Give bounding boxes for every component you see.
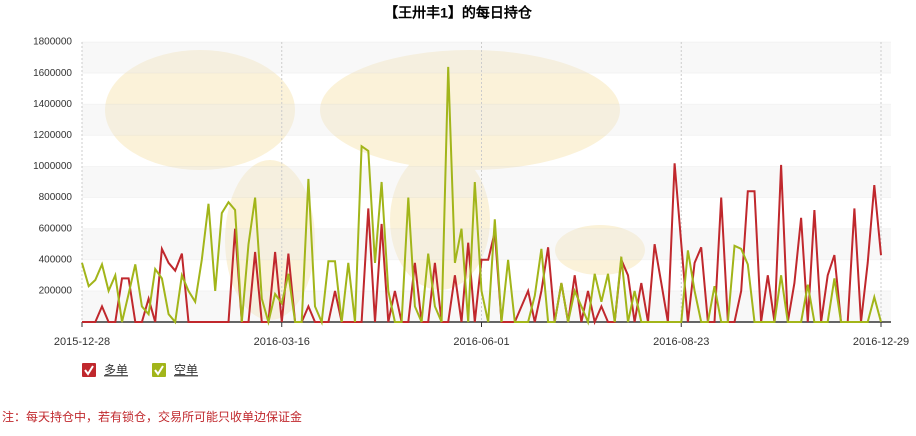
series-line xyxy=(82,163,882,326)
y-tick-label: 1200000 xyxy=(33,130,72,141)
y-tick-label: 1600000 xyxy=(33,68,72,79)
x-tick-label: 2016-06-01 xyxy=(453,336,509,348)
y-tick-label: 800000 xyxy=(39,192,73,203)
y-tick-label: 600000 xyxy=(39,223,73,234)
chart-title: 【王卅丰1】的每日持仓 xyxy=(384,5,533,21)
legend-swatch xyxy=(152,363,166,377)
y-tick-label: 1800000 xyxy=(33,37,72,48)
y-tick-label: 400000 xyxy=(39,254,73,265)
legend-label: 空单 xyxy=(174,363,198,377)
grid-band xyxy=(82,166,891,198)
y-tick-label: 1400000 xyxy=(33,99,72,110)
legend-label: 多单 xyxy=(104,363,128,377)
y-tick-label: 1000000 xyxy=(33,161,72,172)
x-tick-label: 2016-12-29 xyxy=(853,336,909,348)
x-tick-label: 2016-03-16 xyxy=(254,336,310,348)
legend-check xyxy=(154,365,164,376)
x-tick-label: 2015-12-28 xyxy=(54,336,110,348)
series-line xyxy=(81,66,882,326)
footnote: 注：每天持仓中，若有锁仓，交易所可能只收单边保证金 xyxy=(2,409,302,424)
legend-check xyxy=(84,365,94,376)
map-background xyxy=(105,50,645,320)
x-tick-label: 2016-08-23 xyxy=(653,336,709,348)
grid-band xyxy=(82,42,891,74)
legend-swatch xyxy=(82,363,96,377)
grid-band xyxy=(82,104,891,136)
y-tick-label: 200000 xyxy=(39,286,73,297)
